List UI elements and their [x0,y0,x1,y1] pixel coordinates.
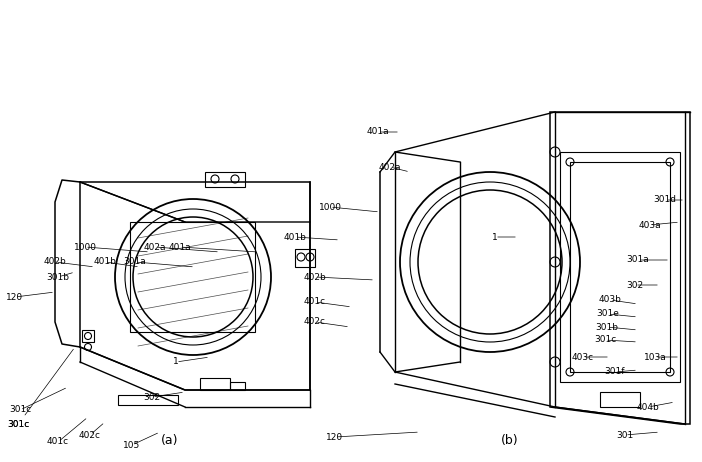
Text: 404b: 404b [637,402,659,412]
Text: 401a: 401a [168,243,192,251]
Bar [570,162,670,372]
Bar [118,395,178,405]
Text: 301d: 301d [654,195,677,205]
Text: 301c: 301c [594,335,616,345]
Text: 403c: 403c [572,353,594,361]
Text: 402a: 402a [379,163,402,171]
Text: 402c: 402c [304,317,326,327]
Text: 401b: 401b [93,257,117,267]
Text: 401a: 401a [366,128,390,136]
Text: 403a: 403a [639,220,661,230]
Text: 120: 120 [326,432,343,442]
Bar [82,330,94,342]
Text: 301c: 301c [7,349,73,429]
Text: 302: 302 [143,393,161,401]
Bar [130,222,255,332]
Text: 301c: 301c [9,406,31,414]
Text: 301a: 301a [124,257,147,267]
Text: 1000: 1000 [319,202,341,212]
Text: 301b: 301b [595,322,618,332]
Text: 401c: 401c [47,438,69,446]
Text: (b): (b) [501,434,519,447]
Text: 301c: 301c [7,420,29,429]
Text: 301f: 301f [604,367,625,377]
Text: 105: 105 [124,440,140,450]
Text: 120: 120 [6,292,24,302]
Text: 1: 1 [173,358,179,366]
Bar [230,382,245,390]
Text: 1000: 1000 [74,243,96,251]
Text: 403b: 403b [599,296,621,304]
Text: 302: 302 [626,280,644,290]
Bar [600,392,640,407]
Text: (a): (a) [161,434,179,447]
Text: 402a: 402a [144,243,166,251]
Text: 301a: 301a [627,255,649,265]
Bar [560,152,680,382]
Bar [200,378,230,390]
Bar [295,249,315,267]
Text: 402c: 402c [79,431,101,439]
Bar [205,172,245,187]
Text: 1: 1 [492,232,498,242]
Text: 301b: 301b [46,273,69,281]
Text: 301: 301 [616,431,634,439]
Text: 301e: 301e [597,310,619,318]
Text: 402b: 402b [304,273,326,281]
Text: 401c: 401c [304,298,326,306]
Text: 103a: 103a [644,353,666,361]
Text: 402b: 402b [44,257,67,267]
Text: 401b: 401b [284,232,307,242]
